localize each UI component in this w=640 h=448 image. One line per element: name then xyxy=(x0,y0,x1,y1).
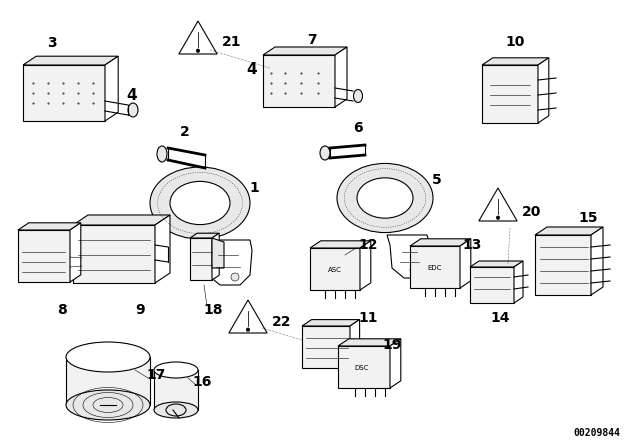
Ellipse shape xyxy=(128,103,138,117)
Polygon shape xyxy=(350,319,360,368)
Polygon shape xyxy=(66,357,150,405)
Text: 2: 2 xyxy=(180,125,190,139)
Text: 22: 22 xyxy=(272,315,292,329)
Text: 11: 11 xyxy=(358,311,378,325)
Text: 16: 16 xyxy=(192,375,212,389)
Polygon shape xyxy=(387,235,430,278)
Polygon shape xyxy=(190,238,212,280)
Polygon shape xyxy=(360,241,371,290)
Circle shape xyxy=(196,49,200,52)
Text: 13: 13 xyxy=(462,238,482,252)
Ellipse shape xyxy=(154,362,198,378)
Text: 17: 17 xyxy=(147,368,166,382)
Polygon shape xyxy=(460,239,471,288)
Text: 3: 3 xyxy=(47,36,57,50)
Ellipse shape xyxy=(66,390,150,420)
Text: 00209844: 00209844 xyxy=(573,428,620,438)
Polygon shape xyxy=(263,47,347,55)
Polygon shape xyxy=(479,188,517,221)
Text: 18: 18 xyxy=(204,303,223,317)
Ellipse shape xyxy=(353,90,362,103)
Ellipse shape xyxy=(157,146,167,162)
Text: 20: 20 xyxy=(522,205,541,219)
Text: 8: 8 xyxy=(57,303,67,317)
Polygon shape xyxy=(190,233,219,238)
Polygon shape xyxy=(18,223,81,230)
Polygon shape xyxy=(18,230,70,282)
Polygon shape xyxy=(229,300,267,333)
Polygon shape xyxy=(23,56,118,65)
Text: 19: 19 xyxy=(382,338,402,352)
Polygon shape xyxy=(470,267,514,303)
Polygon shape xyxy=(73,215,170,225)
Polygon shape xyxy=(212,233,219,280)
Polygon shape xyxy=(105,56,118,121)
Text: 6: 6 xyxy=(353,121,363,135)
Ellipse shape xyxy=(166,404,186,416)
Polygon shape xyxy=(470,261,523,267)
Text: 21: 21 xyxy=(222,35,242,49)
Ellipse shape xyxy=(337,164,433,233)
Polygon shape xyxy=(73,225,155,283)
Polygon shape xyxy=(212,238,224,268)
Polygon shape xyxy=(538,58,548,123)
Polygon shape xyxy=(154,370,198,410)
Text: 7: 7 xyxy=(307,33,317,47)
Polygon shape xyxy=(338,339,401,346)
Text: DSC: DSC xyxy=(355,365,369,371)
Ellipse shape xyxy=(66,342,150,372)
Ellipse shape xyxy=(150,167,250,239)
Circle shape xyxy=(410,266,418,274)
Ellipse shape xyxy=(154,402,198,418)
Polygon shape xyxy=(410,246,460,288)
Ellipse shape xyxy=(357,178,413,218)
Text: ASC: ASC xyxy=(328,267,342,273)
Text: EDC: EDC xyxy=(428,265,442,271)
Polygon shape xyxy=(179,21,217,54)
Text: 9: 9 xyxy=(135,303,145,317)
Polygon shape xyxy=(335,47,347,107)
Polygon shape xyxy=(591,227,603,295)
Polygon shape xyxy=(390,339,401,388)
Polygon shape xyxy=(310,248,360,290)
Polygon shape xyxy=(535,235,591,295)
Polygon shape xyxy=(70,223,81,282)
Text: 4: 4 xyxy=(127,87,138,103)
Polygon shape xyxy=(410,239,471,246)
Polygon shape xyxy=(202,240,252,285)
Text: 12: 12 xyxy=(358,238,378,252)
Polygon shape xyxy=(310,241,371,248)
Polygon shape xyxy=(514,261,523,303)
Text: 1: 1 xyxy=(249,181,259,195)
Polygon shape xyxy=(338,346,390,388)
Circle shape xyxy=(231,273,239,281)
Text: 4: 4 xyxy=(246,63,257,78)
Polygon shape xyxy=(535,227,603,235)
Text: 10: 10 xyxy=(506,35,525,49)
Polygon shape xyxy=(155,215,170,283)
Text: 5: 5 xyxy=(432,173,442,187)
Text: 14: 14 xyxy=(490,311,509,325)
Polygon shape xyxy=(482,65,538,123)
Ellipse shape xyxy=(170,181,230,224)
Polygon shape xyxy=(23,65,105,121)
Circle shape xyxy=(246,328,250,332)
Ellipse shape xyxy=(320,146,330,160)
Circle shape xyxy=(496,216,500,220)
Polygon shape xyxy=(263,55,335,107)
Polygon shape xyxy=(482,58,548,65)
Polygon shape xyxy=(302,319,360,326)
Polygon shape xyxy=(302,326,350,368)
Text: 15: 15 xyxy=(579,211,598,225)
